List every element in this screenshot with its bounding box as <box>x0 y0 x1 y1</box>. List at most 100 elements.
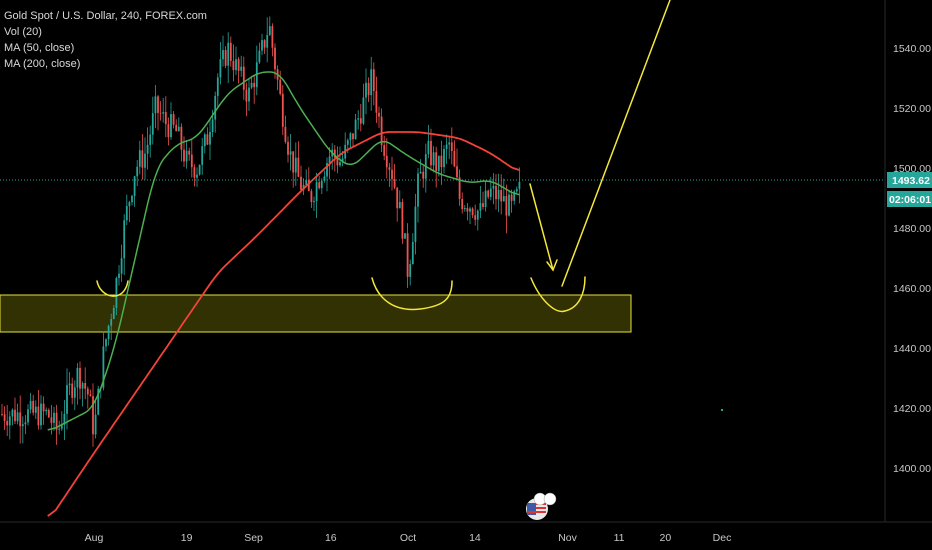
candle-body <box>37 406 40 426</box>
x-tick-label: 19 <box>181 532 193 544</box>
symbol-title[interactable]: Gold Spot / U.S. Dollar, 240, FOREX.com <box>4 10 207 22</box>
candle-body <box>81 383 84 389</box>
candle-body <box>289 151 292 155</box>
candle-body <box>55 412 58 430</box>
candle-body <box>367 82 370 96</box>
candle-body <box>237 59 240 71</box>
candle-body <box>14 409 16 422</box>
candle-body <box>287 141 289 155</box>
candle-body <box>242 66 245 90</box>
candle-body <box>177 126 180 132</box>
candle-body <box>396 187 399 209</box>
candle-body <box>461 198 464 210</box>
last-price-value: 1493.62 <box>892 175 930 187</box>
candle-body <box>185 150 188 162</box>
candle-body <box>19 412 22 427</box>
candle-body <box>320 180 323 189</box>
candle-body <box>50 417 53 423</box>
x-axis-ticks: Aug 19 Sep 16 Oct 14 Nov 11 20 Dec <box>85 532 732 544</box>
economic-events-icon[interactable] <box>526 492 557 520</box>
candle-body <box>445 144 448 150</box>
candle-body <box>112 307 115 320</box>
ma200-indicator-label[interactable]: MA (200, close) <box>4 58 81 70</box>
x-tick-label: 14 <box>469 532 481 544</box>
candle-body <box>1 414 3 415</box>
candle-body <box>505 196 508 216</box>
candle-body <box>71 383 74 398</box>
y-tick-label: 1540.00 <box>893 43 931 55</box>
candle-body <box>274 47 276 70</box>
candle-body <box>383 145 386 156</box>
x-tick-label: 20 <box>660 532 672 544</box>
candle-body <box>133 176 136 196</box>
candle-body <box>120 258 123 274</box>
candle-body <box>448 142 451 145</box>
candle-body <box>42 403 45 412</box>
candle-body <box>92 396 94 435</box>
candle-body <box>53 412 55 423</box>
candle-body <box>118 273 120 278</box>
candle-body <box>435 152 438 171</box>
candle-body <box>437 155 440 171</box>
candle-body <box>362 97 365 124</box>
candle-body <box>146 144 149 154</box>
volume-indicator-label[interactable]: Vol (20) <box>4 26 42 38</box>
candle-body <box>326 163 328 177</box>
candle-body <box>292 151 295 173</box>
annotation-curve-left <box>96 280 129 297</box>
candle-body <box>502 196 505 202</box>
candle-body <box>497 190 500 200</box>
candle-body <box>58 428 61 430</box>
candle-body <box>430 140 432 166</box>
candle-body <box>279 79 282 94</box>
candle-body <box>222 50 224 60</box>
candle-body <box>515 188 518 192</box>
candle-body <box>333 149 336 158</box>
candle-body <box>458 177 461 199</box>
candle-body <box>450 142 453 151</box>
candle-body <box>229 42 232 61</box>
candle-body <box>261 40 263 51</box>
candle-body <box>11 409 14 417</box>
candle-body <box>414 206 417 243</box>
candle-body <box>258 50 261 63</box>
candle-body <box>60 424 63 429</box>
candle-body <box>510 194 513 201</box>
candle-body <box>482 203 484 207</box>
candle-body <box>24 422 27 425</box>
candle-body <box>440 155 443 168</box>
candle-body <box>297 157 300 177</box>
candle-body <box>266 35 269 48</box>
candle-body <box>157 96 159 113</box>
candle-body <box>193 167 196 178</box>
ma50-indicator-label[interactable]: MA (50, close) <box>4 42 75 54</box>
candle-body <box>323 176 326 181</box>
candle-body <box>401 202 404 239</box>
candle-body <box>474 215 477 220</box>
candlestick-series <box>1 16 521 447</box>
candle-body <box>63 413 66 425</box>
candle-body <box>294 157 297 173</box>
candle-body <box>307 180 310 192</box>
candle-body <box>385 155 388 168</box>
ma50-line <box>47 71 520 431</box>
candle-body <box>131 195 133 203</box>
candle-body <box>86 388 89 395</box>
candle-body <box>315 182 318 202</box>
candle-body <box>84 383 87 389</box>
candle-body <box>471 208 474 216</box>
candle-body <box>167 124 170 138</box>
candle-body <box>3 414 6 421</box>
candle-body <box>110 319 113 326</box>
candle-body <box>476 210 479 220</box>
x-tick-label: Aug <box>85 532 104 544</box>
candle-body <box>487 190 490 197</box>
candle-body <box>245 89 248 102</box>
candle-body <box>115 277 118 308</box>
candle-body <box>79 367 81 389</box>
candle-body <box>305 180 308 185</box>
candle-body <box>427 140 430 155</box>
candle-body <box>45 409 48 412</box>
candle-body <box>518 181 521 189</box>
